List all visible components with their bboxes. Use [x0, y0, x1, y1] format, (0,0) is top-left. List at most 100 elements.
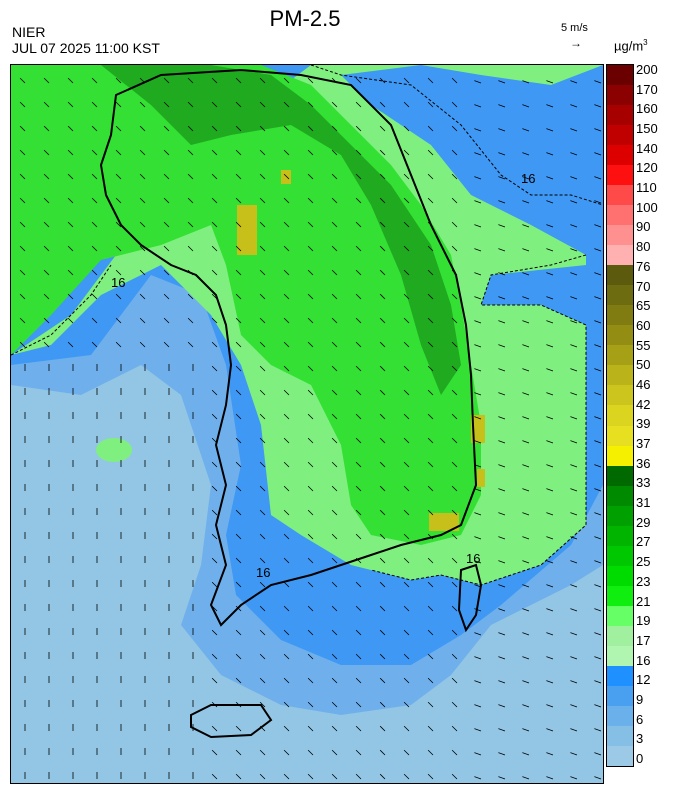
- wind-arrow: [498, 656, 506, 660]
- wind-arrow: [331, 437, 338, 444]
- wind-arrow: [522, 200, 530, 204]
- wind-arrow: [379, 77, 386, 84]
- wind-arrow: [307, 677, 314, 684]
- legend-color-box: [607, 65, 633, 86]
- wind-arrow: [283, 245, 290, 252]
- legend-label: 50: [636, 357, 651, 373]
- wind-arrow: [474, 512, 482, 516]
- wind-arrow: [187, 125, 194, 132]
- wind-arrow: [546, 248, 554, 252]
- wind-arrow: [379, 533, 386, 540]
- legend-color-box: [607, 685, 633, 707]
- wind-arrow: [235, 437, 242, 444]
- wind-arrow: [379, 509, 386, 516]
- wind-arrow: [546, 728, 554, 732]
- wind-arrow: [498, 608, 506, 612]
- wind-arrow: [474, 392, 482, 396]
- wind-arrow: [91, 173, 98, 180]
- wind-arrow: [570, 440, 578, 444]
- wind-arrow: [355, 581, 362, 588]
- wind-arrow: [235, 461, 242, 468]
- wind-arrow: [474, 128, 482, 132]
- wind-arrow: [546, 80, 554, 84]
- wind-arrow: [451, 605, 458, 612]
- wind-arrow: [522, 368, 530, 372]
- wind-arrow: [235, 773, 242, 780]
- wind-arrow: [427, 653, 434, 660]
- wind-arrow: [498, 776, 506, 780]
- legend-color-box: [607, 725, 633, 747]
- wind-arrow: [91, 341, 98, 348]
- wind-arrow: [67, 101, 74, 108]
- wind-arrow: [379, 437, 386, 444]
- wind-arrow: [379, 461, 386, 468]
- wind-arrow: [498, 392, 506, 396]
- wind-arrow: [331, 533, 338, 540]
- wind-arrow: [451, 461, 458, 468]
- wind-arrow: [139, 269, 146, 276]
- wind-arrow: [235, 173, 242, 180]
- wind-arrow: [594, 224, 602, 228]
- wind-arrow: [259, 365, 266, 372]
- wind-arrow: [594, 512, 602, 516]
- unit-label: µg/m3: [614, 38, 648, 53]
- wind-arrow: [546, 392, 554, 396]
- wind-arrow: [427, 581, 434, 588]
- wind-arrow: [451, 773, 458, 780]
- wind-arrow: [259, 245, 266, 252]
- legend-label: 70: [636, 278, 651, 294]
- wind-arrow: [355, 677, 362, 684]
- wind-arrow: [594, 368, 602, 372]
- wind-arrow: [259, 629, 266, 636]
- wind-arrow: [498, 248, 506, 252]
- wind-arrow: [546, 320, 554, 324]
- wind-arrow: [115, 197, 122, 204]
- legend-label: 170: [636, 81, 658, 97]
- wind-arrow: [331, 557, 338, 564]
- wind-arrow: [163, 149, 170, 156]
- wind-arrow: [427, 245, 434, 252]
- wind-arrow: [594, 440, 602, 444]
- wind-arrow: [211, 341, 218, 348]
- wind-arrow: [331, 149, 338, 156]
- wind-arrow: [259, 77, 266, 84]
- wind-arrow: [355, 389, 362, 396]
- wind-arrow: [139, 221, 146, 228]
- wind-arrow: [522, 224, 530, 228]
- wind-arrow: [427, 221, 434, 228]
- wind-arrow: [187, 269, 194, 276]
- wind-arrow: [427, 149, 434, 156]
- wind-arrow: [283, 389, 290, 396]
- legend-label: 46: [636, 376, 651, 392]
- wind-arrow: [570, 776, 578, 780]
- wind-arrow: [259, 701, 266, 708]
- wind-arrow: [498, 224, 506, 228]
- wind-arrow: [451, 749, 458, 756]
- wind-arrow: [355, 413, 362, 420]
- wind-arrow: [570, 656, 578, 660]
- wind-arrow: [570, 728, 578, 732]
- wind-arrow: [187, 197, 194, 204]
- legend-label: 17: [636, 632, 651, 648]
- wind-arrow: [546, 104, 554, 108]
- wind-arrow: [67, 197, 74, 204]
- wind-arrow: [379, 197, 386, 204]
- wind-arrow: [403, 653, 410, 660]
- wind-arrow: [427, 509, 434, 516]
- wind-arrow: [211, 317, 218, 324]
- datetime-label: JUL 07 2025 11:00 KST: [12, 40, 160, 56]
- wind-arrow: [451, 581, 458, 588]
- wind-arrow: [451, 125, 458, 132]
- wind-arrow: [283, 653, 290, 660]
- contour-label: 16: [466, 551, 480, 566]
- wind-arrow: [283, 365, 290, 372]
- wind-arrow: [307, 461, 314, 468]
- wind-arrow: [187, 101, 194, 108]
- wind-arrow: [594, 248, 602, 252]
- legend-color-box: [607, 585, 633, 607]
- wind-arrow: [522, 512, 530, 516]
- wind-arrow: [355, 557, 362, 564]
- wind-arrow: [235, 149, 242, 156]
- wind-arrow: [43, 245, 50, 252]
- wind-arrow: [235, 293, 242, 300]
